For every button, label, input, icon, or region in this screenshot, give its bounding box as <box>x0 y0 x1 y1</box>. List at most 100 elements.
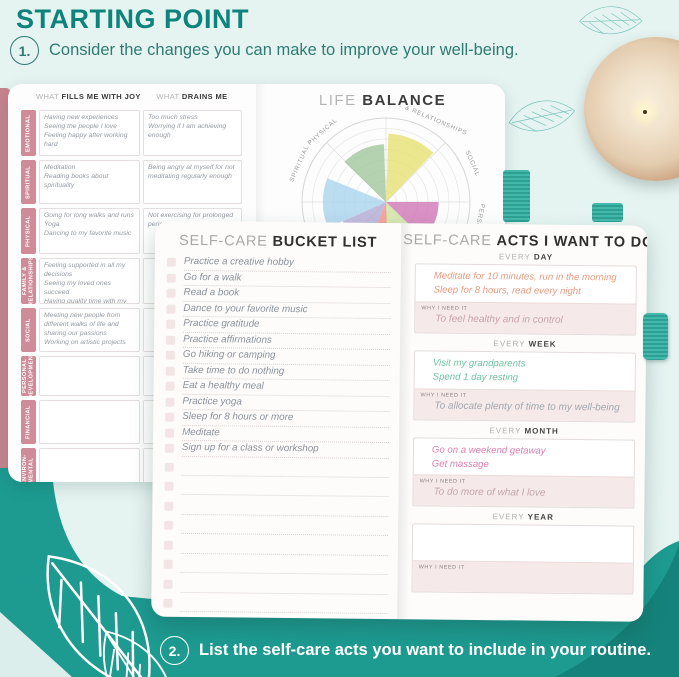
acts-sections: EVERY DAY Meditate for 10 minutes, run in… <box>411 251 637 600</box>
wheel-segment <box>386 133 434 202</box>
mint-corner-triangle <box>0 612 72 677</box>
bucket-list-row <box>163 573 388 595</box>
wheel-axis-label: FAMILY & RELATIONSHIPS <box>377 106 468 137</box>
acts-section: EVERY WEEK Visit my grandparents Spend 1 … <box>413 338 636 423</box>
checkbox-icon <box>165 381 175 391</box>
leaf-art-bottom-left <box>46 555 174 677</box>
elastic-band-loop <box>643 313 668 360</box>
joy-entry <box>39 400 140 444</box>
bucket-list-row <box>163 592 388 615</box>
checkbox-icon <box>164 443 174 453</box>
drains-entry: Being angry at myself for not meditating… <box>143 160 242 204</box>
bucket-item-text <box>181 495 389 517</box>
bucket-item-text <box>180 553 388 576</box>
teal-dark-crescent <box>555 545 679 677</box>
category-label: EMOTIONAL <box>21 110 36 156</box>
joy-entry: Having new experiences Seeing the people… <box>39 110 140 156</box>
bucket-list-items: Practice a creative hobby Go for a walk Re… <box>163 254 391 615</box>
acts-frequency-label: EVERY DAY <box>498 252 554 262</box>
bucket-item-text <box>181 514 389 537</box>
step-1: 1. Consider the changes you can make to … <box>10 36 519 65</box>
teal-blob <box>0 205 679 677</box>
why-i-need-it-text: To do more of what I love <box>433 486 546 500</box>
drains-entry: Too much stress Worrying if I am achievi… <box>143 110 242 156</box>
checkbox-icon <box>166 273 176 283</box>
acts-entry-text: Visit my grandparents Spend 1 day restin… <box>432 357 526 384</box>
checkbox-icon <box>163 579 173 589</box>
bucket-list-row <box>163 534 389 556</box>
joy-entry: Meeting new people from different walks … <box>39 308 140 352</box>
checkbox-icon <box>163 598 173 608</box>
fills-me-with-joy-header: WHAT FILLS ME WITH JOY <box>36 92 141 101</box>
step-1-number: 1. <box>10 36 39 65</box>
why-i-need-it-text: To feel healthy and in control <box>435 313 563 326</box>
acts-entry-box: Meditate for 10 minutes, run in the morn… <box>414 263 637 336</box>
drains-me-header: WHAT DRAINS ME <box>156 92 228 101</box>
step-2-number: 2. <box>160 636 189 665</box>
why-i-need-it-area: WHY I NEED IT To do more of what I love <box>413 474 634 509</box>
category-label: ENVIRON-MENTAL <box>21 448 36 482</box>
joy-entry: Meditation Reading books about spiritual… <box>39 160 140 204</box>
wheel-segment <box>344 144 386 202</box>
checkbox-icon <box>166 288 176 298</box>
checkbox-icon <box>165 350 175 360</box>
step-1-text: Consider the changes you can make to imp… <box>49 41 519 59</box>
category-label: FAMILY & RELATIONSHIPS <box>21 255 36 307</box>
checkbox-icon <box>165 412 175 422</box>
joy-drains-headers: WHAT FILLS ME WITH JOY WHAT DRAINS ME <box>8 92 258 106</box>
why-i-need-it-label: WHY I NEED IT <box>420 392 467 399</box>
leaf-art-top-right <box>508 6 643 132</box>
acts-entry-box: WHY I NEED IT <box>411 523 635 596</box>
acts-frequency-label: EVERY MONTH <box>489 425 559 436</box>
wheel-axis-label: PHYSICAL <box>307 117 339 147</box>
acts-entry-text <box>413 525 633 563</box>
joy-entry: Feeling supported in all my decisions Se… <box>39 258 140 304</box>
life-balance-title: LIFE BALANCE <box>318 92 447 109</box>
acts-entry-text: Meditate for 10 minutes, run in the morn… <box>433 270 617 297</box>
acts-frequency-label: EVERY WEEK <box>493 338 557 349</box>
bucket-item-text <box>180 592 388 615</box>
checkbox-icon <box>166 257 176 267</box>
why-i-need-it-label: WHY I NEED IT <box>421 305 468 312</box>
checkbox-icon <box>166 335 176 345</box>
checkbox-icon <box>164 520 174 530</box>
category-label: SOCIAL <box>21 308 36 352</box>
category-label: FINANCIAL <box>21 400 36 444</box>
acts-section: EVERY MONTH Go on a weekend getaway Get m… <box>412 425 636 510</box>
joy-entry <box>39 448 140 482</box>
notebook-spine-edge <box>0 88 10 468</box>
acts-title: SELF-CARE ACTS I WANT TO DO <box>403 232 648 251</box>
why-i-need-it-text <box>419 573 627 588</box>
category-label: PHYSICAL <box>21 208 36 254</box>
bucket-list-row <box>164 456 389 478</box>
why-i-need-it-label: WHY I NEED IT <box>419 478 466 486</box>
bucket-list-title: SELF-CARE BUCKET LIST <box>178 232 378 251</box>
why-i-need-it-text: To allocate plenty of time to my well-be… <box>434 400 620 414</box>
why-i-need-it-area: WHY I NEED IT To allocate plenty of time … <box>414 387 635 422</box>
elastic-band-back <box>503 170 530 222</box>
joy-entry: Going for long walks and runs Yoga Danci… <box>39 208 140 254</box>
bucket-list-row <box>163 553 388 576</box>
wheel-segment <box>322 178 386 228</box>
acts-entry-box: Go on a weekend getaway Get massage WHY I… <box>412 436 636 510</box>
joy-entry <box>39 356 140 396</box>
checkbox-icon <box>165 397 175 407</box>
bucket-item-text <box>181 475 389 498</box>
why-i-need-it-area: WHY I NEED IT To feel healthy and in cont… <box>415 301 636 335</box>
acts-entry-text: Go on a weekend getaway Get massage <box>431 444 546 470</box>
bucket-item-text <box>181 456 389 478</box>
step-2: 2. List the self-care acts you want to i… <box>160 636 651 665</box>
bucket-item-text <box>180 573 388 595</box>
checkbox-icon <box>163 559 173 569</box>
step-2-text: List the self-care acts you want to incl… <box>199 641 651 659</box>
bucket-list-row <box>164 514 389 537</box>
checkbox-icon <box>164 501 174 511</box>
wheel-axis-label: SPIRITUAL <box>288 144 310 183</box>
checkbox-icon <box>166 319 176 329</box>
bucket-list-row <box>164 495 389 517</box>
checkbox-icon <box>166 304 176 314</box>
page-title: STARTING POINT <box>16 4 249 34</box>
elastic-band-tab <box>592 203 623 222</box>
acts-section: EVERY YEAR WHY I NEED IT <box>411 512 635 596</box>
